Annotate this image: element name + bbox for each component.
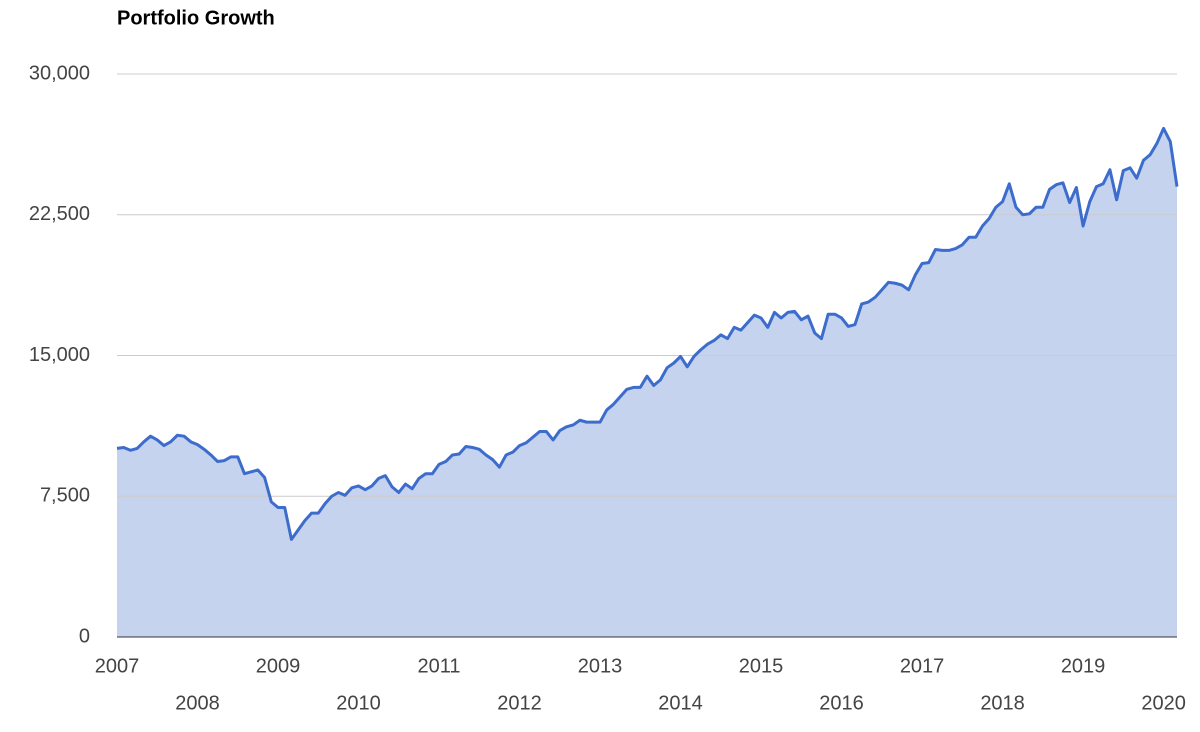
x-tick-label: 2009 [256,655,301,677]
y-tick-label: 15,000 [29,344,90,366]
x-tick-label: 2019 [1061,655,1106,677]
chart-title: Portfolio Growth [117,7,275,29]
x-tick-label: 2018 [980,692,1025,714]
x-tick-label: 2013 [578,655,623,677]
x-tick-label: 2017 [900,655,945,677]
area-fill [117,128,1177,637]
x-tick-label: 2010 [336,692,381,714]
x-tick-label: 2016 [819,692,864,714]
y-tick-label: 0 [79,625,90,647]
x-tick-label: 2015 [739,655,784,677]
y-tick-label: 30,000 [29,62,90,84]
x-tick-label: 2011 [418,655,461,677]
x-tick-label: 2008 [175,692,220,714]
y-tick-label: 22,500 [29,203,90,225]
x-tick-label: 2020 [1141,692,1186,714]
x-tick-label: 2007 [95,655,140,677]
y-tick-label: 7,500 [40,485,90,507]
x-tick-label: 2014 [658,692,703,714]
x-tick-label: 2012 [497,692,542,714]
area-line [116,126,1179,541]
